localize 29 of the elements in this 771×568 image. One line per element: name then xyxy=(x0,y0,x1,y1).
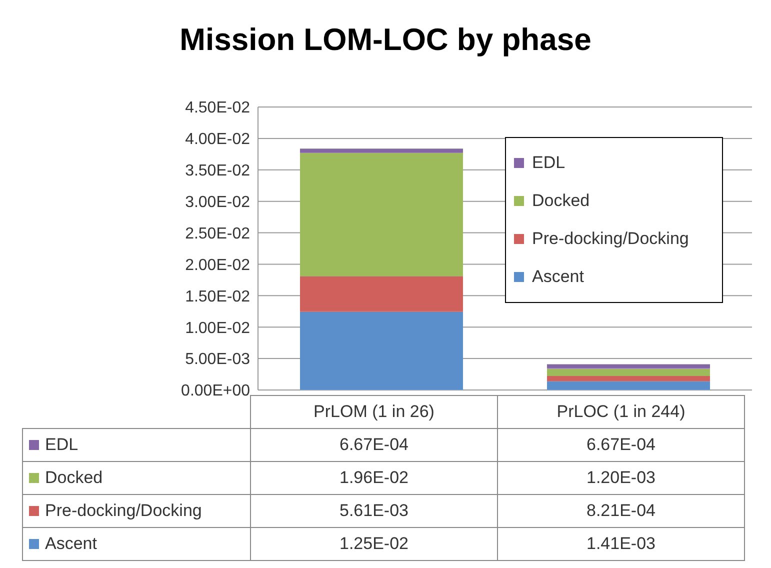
legend-label: Docked xyxy=(532,191,590,211)
y-tick-label: 4.00E-02 xyxy=(185,131,250,148)
data-label: 8.21E-04 xyxy=(498,494,744,528)
y-tick-label: 1.00E-02 xyxy=(185,320,250,337)
data-label: 1.41E-03 xyxy=(498,528,744,560)
y-tick-label: 2.00E-02 xyxy=(185,256,250,274)
data-label: 6.67E-04 xyxy=(498,428,744,462)
y-tick-label: 2.50E-02 xyxy=(185,225,250,242)
legend-label: EDL xyxy=(532,153,566,173)
y-tick-label: 1.50E-02 xyxy=(185,288,250,306)
data-label: 6.67E-04 xyxy=(250,428,498,462)
text: Docked xyxy=(45,468,103,487)
y-tick-label: 3.00E-02 xyxy=(185,194,250,212)
y-tick-label: 4.50E-02 xyxy=(185,100,250,117)
data-label: 1.20E-03 xyxy=(498,462,744,494)
text: Pre-docking/Docking xyxy=(45,501,202,520)
text: Ascent xyxy=(45,534,97,553)
legend-label: Pre-docking/Docking xyxy=(532,229,689,249)
y-tick-label: 3.50E-02 xyxy=(185,162,250,180)
data-label: 1.25E-02 xyxy=(250,528,498,560)
y-tick-label: 5.00E-03 xyxy=(185,351,250,368)
chart-title: Mission LOM-LOC by phase xyxy=(178,22,592,58)
legend-label: Ascent xyxy=(532,267,584,287)
data-label: 1.96E-02 xyxy=(250,462,498,494)
text: EDL xyxy=(45,435,78,454)
x-tick-label: PrLOC (1 in 244) xyxy=(498,396,744,428)
y-tick-label: 0.00E+00 xyxy=(181,382,250,400)
x-tick-label: PrLOM (1 in 26) xyxy=(250,396,498,428)
data-label: 5.61E-03 xyxy=(250,494,498,528)
